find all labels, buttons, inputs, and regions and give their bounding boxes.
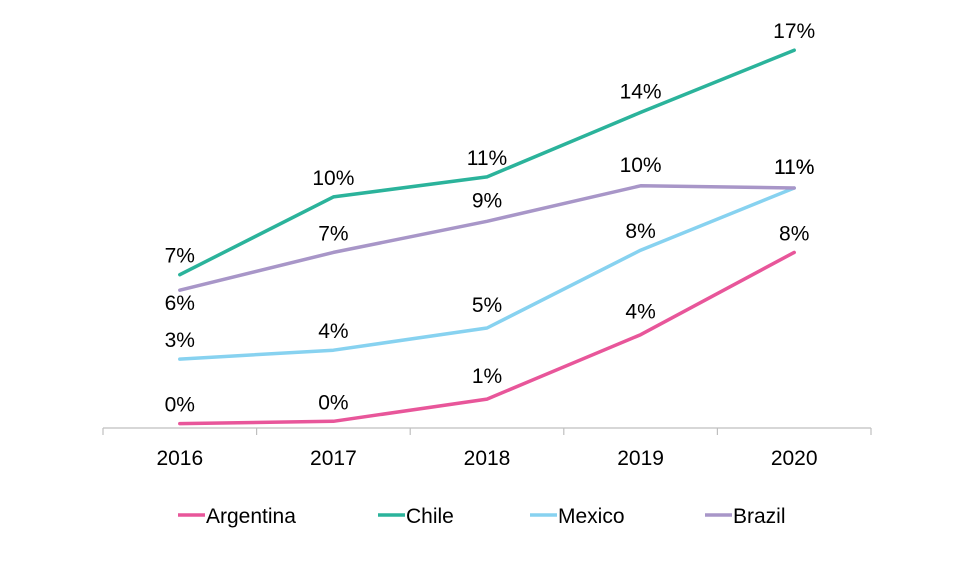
legend-item-mexico: Mexico xyxy=(530,505,625,528)
data-label-chile-2019: 14% xyxy=(620,80,662,103)
legend-item-brazil: Brazil xyxy=(705,505,786,528)
legend-item-argentina: Argentina xyxy=(178,505,296,528)
data-label-brazil-2020: 11% xyxy=(774,156,814,179)
data-label-mexico-2017: 4% xyxy=(318,320,348,343)
x-tick-label-2019: 2019 xyxy=(617,447,664,470)
data-label-mexico-2018: 5% xyxy=(472,294,502,317)
x-tick-label-2017: 2017 xyxy=(310,447,357,470)
x-tick-label-2016: 2016 xyxy=(156,447,203,470)
legend-label-argentina: Argentina xyxy=(206,505,296,528)
data-label-chile-2018: 11% xyxy=(467,147,507,170)
legend-label-mexico: Mexico xyxy=(558,505,625,528)
data-label-chile-2020: 17% xyxy=(773,20,815,43)
data-label-argentina-2016: 0% xyxy=(165,394,195,417)
data-label-brazil-2019: 10% xyxy=(620,154,662,177)
legend-label-chile: Chile xyxy=(406,505,454,528)
data-label-mexico-2019: 8% xyxy=(625,220,655,243)
data-label-brazil-2018: 9% xyxy=(472,189,502,212)
series-line-chile xyxy=(178,48,796,277)
x-tick-label-2018: 2018 xyxy=(464,447,511,470)
series-line-mexico xyxy=(178,186,796,361)
series-lines xyxy=(178,48,796,426)
data-label-brazil-2016: 6% xyxy=(165,292,195,315)
data-label-argentina-2020: 8% xyxy=(779,222,809,245)
x-axis: 2016 2017 2018 2019 2020 xyxy=(102,427,872,470)
data-label-chile-2016: 7% xyxy=(165,245,195,268)
series-line-argentina xyxy=(178,250,796,426)
data-label-mexico-2016: 3% xyxy=(165,329,195,352)
data-labels: 0% 0% 1% 4% 8% 7% 10% 11% 14% 17% 3% 4% 5% 8% 11% 6% 7% 9… xyxy=(165,20,816,416)
series-line-brazil xyxy=(178,184,796,292)
x-tick-label-2020: 2020 xyxy=(771,447,818,470)
data-label-chile-2017: 10% xyxy=(312,167,354,190)
data-label-brazil-2017: 7% xyxy=(318,222,348,245)
data-label-argentina-2019: 4% xyxy=(625,301,655,324)
legend: Argentina Chile Mexico Brazil xyxy=(178,505,786,528)
data-label-argentina-2017: 0% xyxy=(318,391,348,414)
legend-item-chile: Chile xyxy=(378,505,454,528)
legend-label-brazil: Brazil xyxy=(733,505,786,528)
data-label-mexico-2020: 11% xyxy=(774,156,814,179)
data-label-argentina-2018: 1% xyxy=(472,365,502,388)
